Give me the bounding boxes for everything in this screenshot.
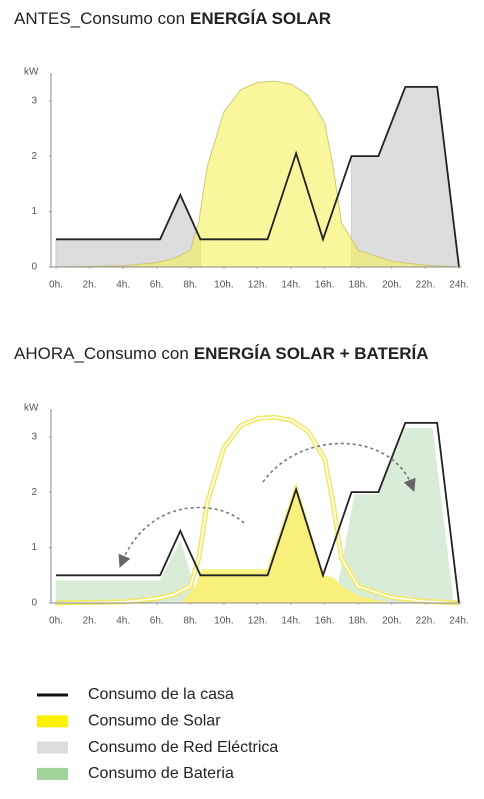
x-tick-label: 24h. [449, 616, 468, 627]
arrow [262, 442, 416, 492]
x-tick-label: 18h. [349, 616, 368, 627]
chart: ANTES_Consumo con ENERGÍA SOLAR kW 0 1 2 3 0h. 2… [14, 9, 469, 290]
x-tick-label: 2h. [83, 280, 97, 291]
legend-label: Consumo de Solar [88, 713, 221, 730]
x-tick-label: 2h. [83, 616, 97, 627]
x-tick-label: 22h. [416, 280, 435, 291]
legend-label: Consumo de la casa [88, 686, 234, 703]
x-tick-label: 6h. [150, 616, 164, 627]
y-tick-label: 1 [31, 206, 37, 217]
arrows [118, 442, 416, 568]
x-tick-label: 14h. [281, 616, 300, 627]
plot [55, 80, 460, 268]
title-part: ENERGÍA SOLAR [190, 9, 331, 28]
y-tick-label: 0 [31, 598, 37, 609]
y-tick-label: 2 [31, 151, 37, 162]
legend-swatch [37, 741, 68, 754]
x-tick-label: 10h. [214, 616, 233, 627]
x-tick-label: 8h. [183, 616, 197, 627]
title-part: ENERGÍA SOLAR + BATERÍA [194, 344, 429, 363]
x-tick-label: 10h. [214, 280, 233, 291]
x-tick-label: 20h. [382, 280, 401, 291]
area [180, 482, 392, 604]
legend-label: Consumo de Bateria [88, 765, 234, 782]
legend-swatch [37, 715, 68, 728]
y-tick-label: 0 [31, 262, 37, 273]
x-tick-label: 20h. [382, 616, 401, 627]
x-tick-label: 12h. [248, 616, 267, 627]
consumption-line [56, 86, 460, 268]
x-tick-label: 14h. [281, 280, 300, 291]
x-tick-label: 8h. [183, 280, 197, 291]
x-tick-label: 16h. [315, 616, 334, 627]
y-tick-label: 3 [31, 95, 37, 106]
y-tick-label: 2 [31, 487, 37, 498]
x-tick-label: 12h. [248, 280, 267, 291]
plot [55, 414, 460, 606]
x-tick-label: 6h. [150, 280, 164, 291]
x-tick-label: 4h. [116, 616, 130, 627]
y-tick-label: 3 [31, 431, 37, 442]
y-axis-label: kW [24, 403, 39, 414]
x-tick-label: 0h. [49, 616, 63, 627]
solar-outline-inner [55, 416, 460, 604]
arrow [118, 506, 245, 568]
x-tick-label: 24h. [449, 280, 468, 291]
x-tick-label: 16h. [315, 280, 334, 291]
x-tick-label: 18h. [349, 280, 368, 291]
legend-label: Consumo de Red Eléctrica [88, 739, 278, 756]
title-part: AHORA_Consumo con [14, 344, 189, 363]
chart-title: ANTES_Consumo con ENERGÍA SOLAR [14, 9, 331, 28]
x-tick-label: 0h. [49, 280, 63, 291]
chart: AHORA_Consumo con ENERGÍA SOLAR + BATERÍA… [14, 344, 469, 626]
legend-swatch [37, 767, 68, 780]
consumption-line [56, 422, 460, 604]
title-part: ANTES_Consumo con [14, 9, 185, 28]
y-tick-label: 1 [31, 542, 37, 553]
chart-title: AHORA_Consumo con ENERGÍA SOLAR + BATERÍA [14, 344, 429, 363]
x-tick-label: 4h. [116, 280, 130, 291]
area [55, 80, 460, 268]
y-axis-label: kW [24, 67, 39, 78]
x-tick-label: 22h. [416, 616, 435, 627]
